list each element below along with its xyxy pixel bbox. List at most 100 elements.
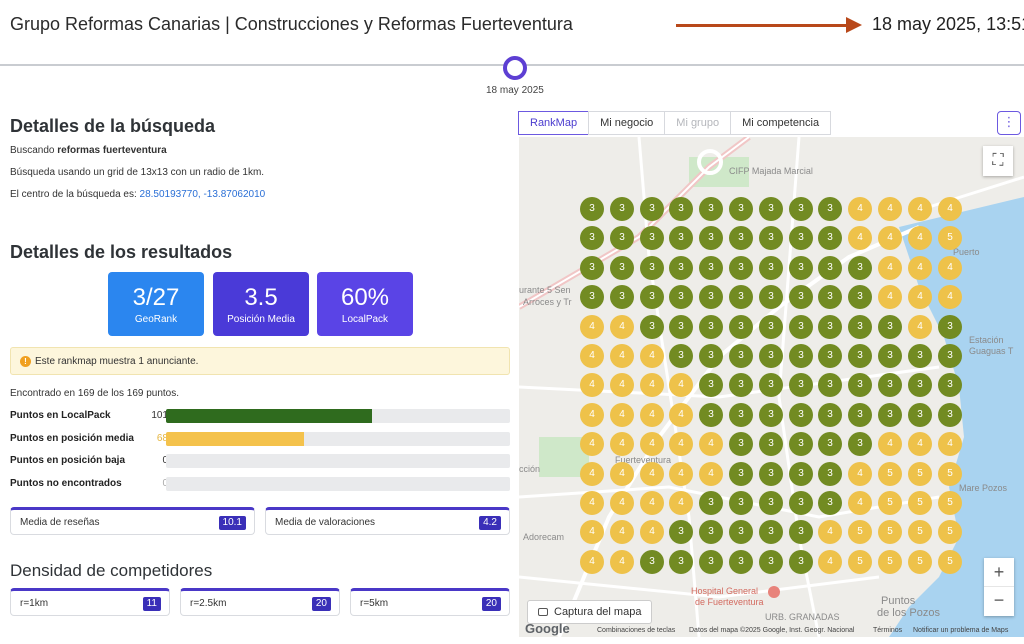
- rank-point[interactable]: 3: [610, 226, 634, 250]
- rank-point[interactable]: 4: [640, 462, 664, 486]
- rank-point[interactable]: 4: [580, 373, 604, 397]
- rank-point[interactable]: 4: [610, 550, 634, 574]
- rank-point[interactable]: 3: [789, 520, 813, 544]
- rank-point[interactable]: 4: [610, 520, 634, 544]
- rank-point[interactable]: 3: [848, 432, 872, 456]
- rank-point[interactable]: 3: [729, 315, 753, 339]
- rank-point[interactable]: 3: [848, 256, 872, 280]
- rank-point[interactable]: 4: [610, 373, 634, 397]
- rank-point[interactable]: 3: [789, 344, 813, 368]
- rank-point[interactable]: 3: [699, 520, 723, 544]
- rank-point[interactable]: 3: [610, 197, 634, 221]
- rank-point[interactable]: 4: [580, 315, 604, 339]
- rank-point[interactable]: 3: [878, 373, 902, 397]
- rank-point[interactable]: 3: [729, 373, 753, 397]
- rank-point[interactable]: 4: [669, 462, 693, 486]
- rank-point[interactable]: 5: [878, 520, 902, 544]
- rank-point[interactable]: 4: [878, 226, 902, 250]
- rank-point[interactable]: 3: [789, 226, 813, 250]
- rank-point[interactable]: 3: [580, 197, 604, 221]
- rank-point[interactable]: 3: [818, 403, 842, 427]
- rank-point[interactable]: 4: [580, 344, 604, 368]
- capture-map-button[interactable]: Captura del mapa: [527, 600, 653, 624]
- rank-point[interactable]: 5: [848, 550, 872, 574]
- fullscreen-icon[interactable]: ⛶: [983, 146, 1013, 176]
- rank-point[interactable]: 4: [908, 315, 932, 339]
- rank-point[interactable]: 3: [729, 462, 753, 486]
- rank-point[interactable]: 3: [699, 226, 723, 250]
- rank-point[interactable]: 3: [789, 432, 813, 456]
- rank-point[interactable]: 3: [759, 462, 783, 486]
- rank-point[interactable]: 3: [789, 285, 813, 309]
- rank-point[interactable]: 5: [878, 550, 902, 574]
- rank-point[interactable]: 3: [669, 520, 693, 544]
- rank-point[interactable]: 3: [699, 285, 723, 309]
- rank-point[interactable]: 3: [818, 197, 842, 221]
- rank-point[interactable]: 3: [729, 491, 753, 515]
- rank-map[interactable]: CIFP Majada Marcial Puerto urante 5 Sen …: [519, 137, 1024, 637]
- rank-point[interactable]: 3: [759, 550, 783, 574]
- rank-point[interactable]: 4: [580, 432, 604, 456]
- rank-point[interactable]: 5: [938, 226, 962, 250]
- rank-point[interactable]: 3: [580, 226, 604, 250]
- rank-point[interactable]: 3: [759, 315, 783, 339]
- rank-point[interactable]: 3: [610, 285, 634, 309]
- rank-point[interactable]: 4: [610, 344, 634, 368]
- rank-point[interactable]: 4: [848, 197, 872, 221]
- rank-point[interactable]: 3: [699, 315, 723, 339]
- rank-point[interactable]: 3: [908, 344, 932, 368]
- rank-point[interactable]: 3: [669, 344, 693, 368]
- rank-point[interactable]: 3: [938, 373, 962, 397]
- rank-point[interactable]: 5: [908, 491, 932, 515]
- rank-point[interactable]: 3: [818, 432, 842, 456]
- rank-point[interactable]: 4: [610, 432, 634, 456]
- rank-point[interactable]: 3: [729, 520, 753, 544]
- rank-point[interactable]: 4: [818, 520, 842, 544]
- timeline-point[interactable]: [503, 56, 527, 80]
- zoom-out-button[interactable]: −: [993, 590, 1005, 610]
- rank-point[interactable]: 3: [848, 403, 872, 427]
- rank-point[interactable]: 4: [640, 520, 664, 544]
- rank-point[interactable]: 3: [759, 373, 783, 397]
- rank-point[interactable]: 3: [818, 344, 842, 368]
- rank-point[interactable]: 3: [610, 256, 634, 280]
- rank-point[interactable]: 5: [848, 520, 872, 544]
- rank-point[interactable]: 3: [669, 550, 693, 574]
- rank-point[interactable]: 4: [580, 550, 604, 574]
- rank-point[interactable]: 4: [878, 432, 902, 456]
- rank-point[interactable]: 5: [908, 462, 932, 486]
- rank-point[interactable]: 3: [908, 373, 932, 397]
- rank-point[interactable]: 3: [759, 285, 783, 309]
- tab-mi-negocio[interactable]: Mi negocio: [588, 111, 666, 135]
- rank-point[interactable]: 3: [818, 462, 842, 486]
- rank-point[interactable]: 3: [729, 403, 753, 427]
- rank-point[interactable]: 3: [640, 256, 664, 280]
- keyboard-shortcuts-link[interactable]: Combinaciones de teclas: [597, 627, 676, 634]
- rank-point[interactable]: 4: [669, 373, 693, 397]
- rank-point[interactable]: 3: [908, 403, 932, 427]
- rank-point[interactable]: 3: [669, 285, 693, 309]
- rank-point[interactable]: 5: [878, 462, 902, 486]
- rank-point[interactable]: 3: [669, 197, 693, 221]
- rank-point[interactable]: 3: [729, 344, 753, 368]
- rank-point[interactable]: 3: [580, 256, 604, 280]
- rank-point[interactable]: 4: [878, 256, 902, 280]
- rank-point[interactable]: 3: [789, 491, 813, 515]
- rank-point[interactable]: 3: [818, 285, 842, 309]
- rank-point[interactable]: 3: [699, 550, 723, 574]
- rank-point[interactable]: 3: [729, 550, 753, 574]
- rank-point[interactable]: 4: [580, 462, 604, 486]
- rank-point[interactable]: 3: [878, 403, 902, 427]
- rank-point[interactable]: 4: [640, 344, 664, 368]
- rank-point[interactable]: 4: [938, 285, 962, 309]
- rank-point[interactable]: 3: [818, 373, 842, 397]
- rank-point[interactable]: 3: [938, 344, 962, 368]
- zoom-in-button[interactable]: +: [984, 558, 1014, 587]
- rank-point[interactable]: 3: [848, 315, 872, 339]
- rank-point[interactable]: 3: [759, 197, 783, 221]
- rank-point[interactable]: 3: [759, 256, 783, 280]
- rank-point[interactable]: 3: [759, 403, 783, 427]
- rank-point[interactable]: 5: [908, 550, 932, 574]
- terms-link[interactable]: Términos: [873, 627, 903, 634]
- rank-point[interactable]: 4: [580, 403, 604, 427]
